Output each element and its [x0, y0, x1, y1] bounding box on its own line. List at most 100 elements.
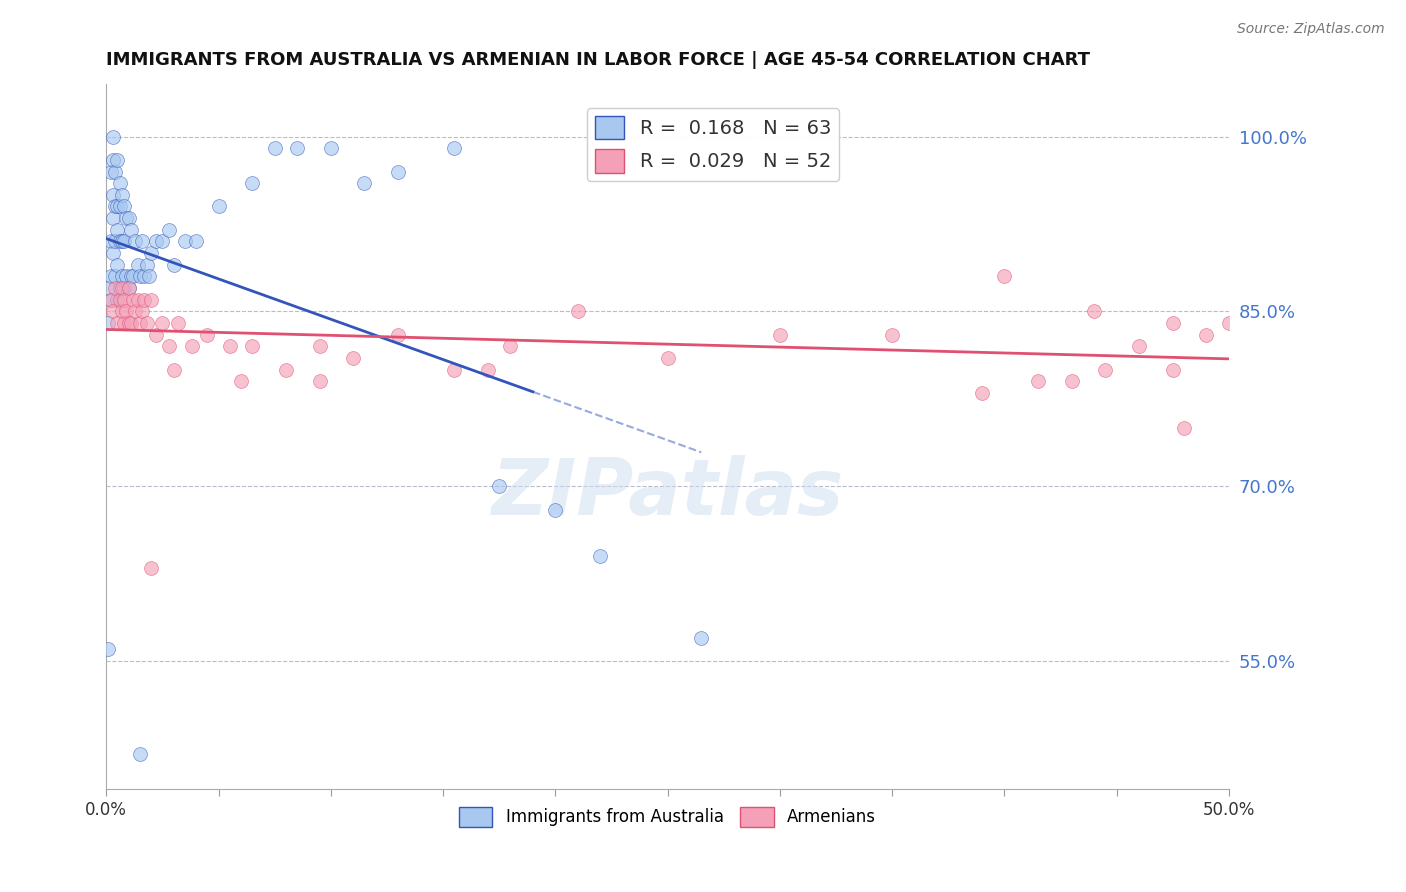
Point	[274, 362, 297, 376]
Point	[115, 269, 138, 284]
Point	[129, 269, 152, 284]
Point	[124, 235, 146, 249]
Point	[107, 153, 129, 167]
Point	[477, 362, 499, 376]
Point	[218, 339, 240, 353]
Point	[115, 211, 138, 226]
Point	[97, 281, 120, 295]
Point	[101, 211, 124, 226]
Text: ZIPatlas: ZIPatlas	[492, 455, 844, 531]
Point	[207, 199, 229, 213]
Point	[342, 351, 364, 365]
Point	[127, 293, 149, 307]
Point	[145, 235, 167, 249]
Text: IMMIGRANTS FROM AUSTRALIA VS ARMENIAN IN LABOR FORCE | AGE 45-54 CORRELATION CHA: IMMIGRANTS FROM AUSTRALIA VS ARMENIAN IN…	[107, 51, 1090, 69]
Point	[104, 235, 127, 249]
Point	[118, 281, 141, 295]
Point	[1195, 327, 1218, 342]
Point	[112, 316, 135, 330]
Point	[1218, 316, 1240, 330]
Point	[97, 642, 120, 657]
Point	[138, 269, 160, 284]
Point	[229, 374, 252, 388]
Point	[135, 258, 157, 272]
Point	[488, 479, 510, 493]
Point	[162, 258, 184, 272]
Point	[107, 199, 129, 213]
Point	[162, 362, 184, 376]
Point	[129, 316, 152, 330]
Point	[589, 549, 612, 563]
Point	[108, 293, 131, 307]
Point	[111, 187, 134, 202]
Point	[112, 199, 135, 213]
Point	[100, 235, 122, 249]
Point	[101, 153, 124, 167]
Point	[387, 164, 409, 178]
Point	[111, 304, 134, 318]
Point	[104, 281, 127, 295]
Point	[120, 223, 142, 237]
Point	[139, 246, 162, 260]
Point	[112, 235, 135, 249]
Point	[139, 561, 162, 575]
Text: Source: ZipAtlas.com: Source: ZipAtlas.com	[1237, 22, 1385, 37]
Point	[150, 316, 173, 330]
Point	[443, 141, 465, 155]
Point	[101, 129, 124, 144]
Point	[1128, 339, 1150, 353]
Point	[101, 304, 124, 318]
Point	[134, 269, 156, 284]
Point	[107, 316, 129, 330]
Point	[111, 235, 134, 249]
Point	[1026, 374, 1049, 388]
Point	[180, 339, 202, 353]
Point	[97, 316, 120, 330]
Point	[101, 246, 124, 260]
Point	[108, 281, 131, 295]
Point	[195, 327, 218, 342]
Point	[882, 327, 904, 342]
Point	[1094, 362, 1116, 376]
Point	[100, 293, 122, 307]
Point	[567, 304, 589, 318]
Point	[544, 502, 567, 516]
Point	[263, 141, 285, 155]
Point	[124, 304, 146, 318]
Point	[131, 304, 153, 318]
Point	[118, 211, 141, 226]
Point	[104, 164, 127, 178]
Point	[240, 176, 263, 190]
Point	[115, 304, 138, 318]
Point	[184, 235, 207, 249]
Point	[127, 258, 149, 272]
Point	[104, 269, 127, 284]
Point	[139, 293, 162, 307]
Point	[107, 223, 129, 237]
Point	[100, 164, 122, 178]
Point	[107, 293, 129, 307]
Point	[108, 199, 131, 213]
Point	[118, 316, 141, 330]
Point	[111, 281, 134, 295]
Point	[107, 258, 129, 272]
Point	[1173, 421, 1195, 435]
Point	[118, 281, 141, 295]
Point	[134, 293, 156, 307]
Point	[443, 362, 465, 376]
Point	[319, 141, 342, 155]
Point	[145, 327, 167, 342]
Point	[131, 235, 153, 249]
Point	[122, 293, 145, 307]
Point	[100, 293, 122, 307]
Point	[1161, 362, 1184, 376]
Point	[101, 187, 124, 202]
Point	[1083, 304, 1105, 318]
Point	[970, 386, 993, 401]
Point	[308, 339, 330, 353]
Point	[108, 176, 131, 190]
Point	[499, 339, 522, 353]
Legend: Immigrants from Australia, Armenians: Immigrants from Australia, Armenians	[453, 800, 883, 834]
Point	[150, 235, 173, 249]
Point	[308, 374, 330, 388]
